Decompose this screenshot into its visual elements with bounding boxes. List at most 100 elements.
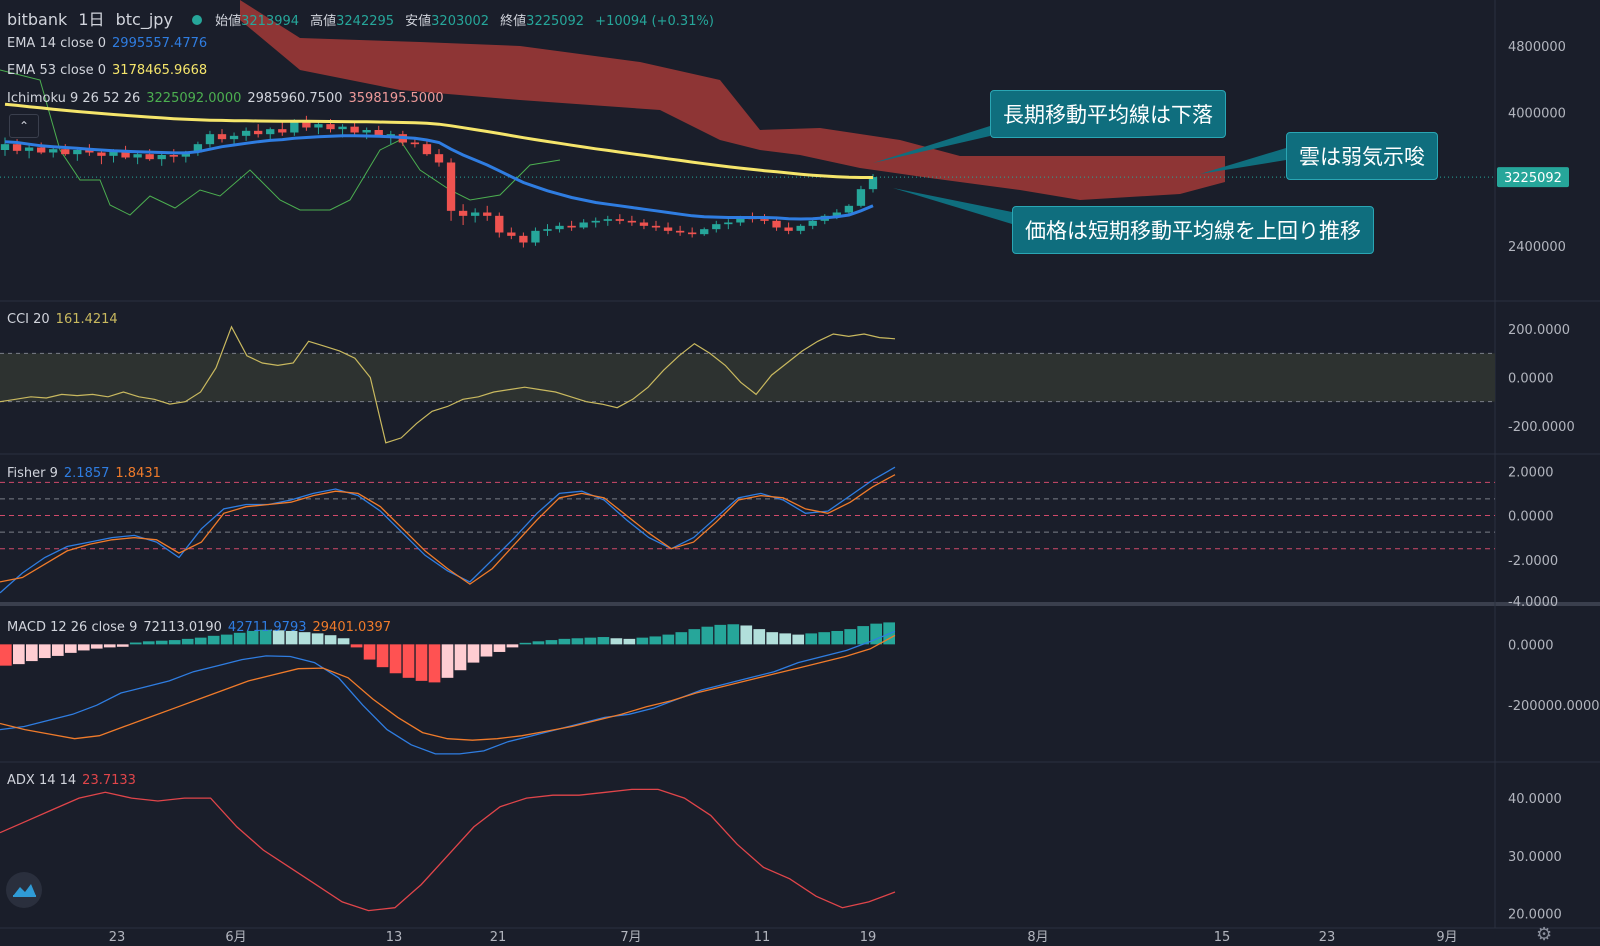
macd-histogram-bar — [493, 644, 506, 652]
macd-label: MACD 12 26 close 9 — [7, 620, 138, 635]
fisher-label: Fisher 9 — [7, 466, 58, 481]
candle-body — [868, 177, 878, 190]
macd-histogram-bar — [714, 624, 727, 645]
candle-body — [736, 217, 745, 223]
candle-body — [796, 225, 805, 231]
macd-histogram-bar — [805, 633, 818, 645]
macd-histogram-bar — [363, 644, 376, 660]
ichimoku-legend[interactable]: Ichimoku 9 26 52 26 3225092.0000 2985960.7… — [7, 91, 450, 106]
adx-legend[interactable]: ADX 14 14 23.7133 — [7, 773, 142, 788]
price-axis-tick: 2400000 — [1508, 240, 1566, 255]
cci-band — [0, 353, 1495, 402]
macd-histogram-bar — [38, 644, 51, 659]
open-label: 始値 — [215, 14, 242, 29]
macd-histogram-bar — [25, 644, 38, 662]
candle-body — [49, 149, 58, 153]
macd-histogram-bar — [90, 644, 103, 649]
candle-body — [229, 135, 239, 140]
candle-body — [181, 152, 190, 157]
candle-body — [688, 232, 697, 235]
interval[interactable]: 1日 — [78, 10, 105, 29]
candle-body — [483, 212, 492, 216]
time-axis-tick: 7月 — [620, 930, 641, 945]
fisher-trigger-line — [0, 474, 896, 585]
cci-axis-tick: 200.0000 — [1508, 323, 1570, 338]
adx-axis-tick: 30.0000 — [1508, 850, 1562, 865]
price-tag-box — [1497, 167, 1569, 188]
macd-histogram-bar — [194, 637, 207, 645]
candle-body — [531, 230, 540, 243]
candle-body — [507, 232, 516, 236]
candle-body — [675, 230, 685, 233]
ema14-legend[interactable]: EMA 14 close 0 2995557.4776 — [7, 36, 213, 51]
tradingview-logo-icon[interactable] — [6, 872, 42, 908]
candle-body — [615, 219, 624, 221]
ichimoku-value-3: 3598195.5000 — [348, 91, 444, 106]
ema14-label: EMA 14 close 0 — [7, 36, 107, 51]
macd-histogram-bar — [311, 633, 324, 645]
macd-pane — [0, 622, 896, 755]
candle-body — [145, 154, 154, 160]
cci-axis-tick: 0.0000 — [1508, 372, 1554, 387]
candle-body — [133, 154, 142, 158]
fisher-axis-tick: -4.0000 — [1508, 595, 1558, 610]
symbol[interactable]: btc_jpy — [115, 10, 173, 29]
ichimoku-label: Ichimoku 9 26 52 26 — [7, 91, 141, 106]
macd-value-1: 72113.0190 — [143, 620, 222, 635]
candle-body — [663, 227, 673, 231]
candle-body — [217, 134, 227, 140]
candle-body — [374, 130, 383, 136]
settings-gear-icon[interactable]: ⚙ — [1536, 924, 1553, 945]
eye-dot-icon[interactable] — [192, 15, 203, 25]
time-axis-tick: 23 — [109, 930, 126, 945]
candle-body — [254, 130, 263, 135]
macd-histogram-bar — [155, 640, 168, 645]
close-value: 3225092 — [526, 14, 585, 29]
candle-body — [290, 122, 299, 133]
ichimoku-value-1: 3225092.0000 — [146, 91, 242, 106]
cci-label: CCI 20 — [7, 312, 50, 327]
fisher-line — [0, 466, 896, 594]
cci-legend[interactable]: CCI 20 161.4214 — [7, 312, 124, 327]
price-tag: 3225092 — [1504, 171, 1562, 186]
macd-histogram-bar — [389, 644, 402, 674]
macd-axis-tick: -200000.0000 — [1508, 699, 1600, 714]
candle-body — [109, 151, 118, 156]
ema14-line — [4, 134, 874, 221]
macd-line — [0, 630, 896, 755]
annotation-price[interactable]: 価格は短期移動平均線を上回り推移 — [1012, 206, 1374, 254]
annotation-pointer-price — [893, 188, 1012, 224]
ema53-legend[interactable]: EMA 53 close 0 3178465.9668 — [7, 63, 213, 78]
candle-body — [302, 122, 311, 128]
annotation-pointers — [873, 126, 1286, 224]
macd-histogram-bar — [103, 644, 116, 648]
candle-body — [61, 149, 70, 155]
macd-histogram-bar — [259, 629, 272, 645]
time-axis-tick: 19 — [860, 930, 877, 945]
cci-axis-tick: -200.0000 — [1508, 420, 1575, 435]
exchange-name[interactable]: bitbank — [7, 10, 68, 29]
macd-histogram-bar — [532, 641, 545, 645]
macd-histogram-bar — [181, 638, 194, 645]
candle-body — [555, 225, 564, 230]
candle-body — [471, 212, 480, 216]
candle-body — [193, 144, 203, 153]
macd-histogram-bar — [506, 644, 519, 648]
collapse-arrow-icon[interactable]: ⌃ — [9, 114, 39, 138]
candle-body — [724, 222, 733, 225]
adx-line — [0, 788, 896, 912]
macd-legend[interactable]: MACD 12 26 close 9 72113.0190 42711.9793 29… — [7, 620, 397, 635]
candle-body — [422, 144, 432, 155]
low-label: 安値 — [405, 14, 432, 29]
macd-histogram-bar — [324, 635, 337, 645]
candle-body — [591, 220, 600, 223]
macd-histogram-bar — [649, 636, 662, 645]
fisher-value-1: 2.1857 — [63, 466, 110, 481]
annotation-cloud[interactable]: 雲は弱気示唆 — [1286, 132, 1438, 180]
fisher-legend[interactable]: Fisher 9 2.1857 1.8431 — [7, 466, 167, 481]
macd-value-3: 29401.0397 — [312, 620, 392, 635]
candle-body — [73, 150, 82, 155]
annotation-long-ma[interactable]: 長期移動平均線は下落 — [990, 90, 1226, 138]
macd-histogram-bar — [623, 638, 636, 645]
